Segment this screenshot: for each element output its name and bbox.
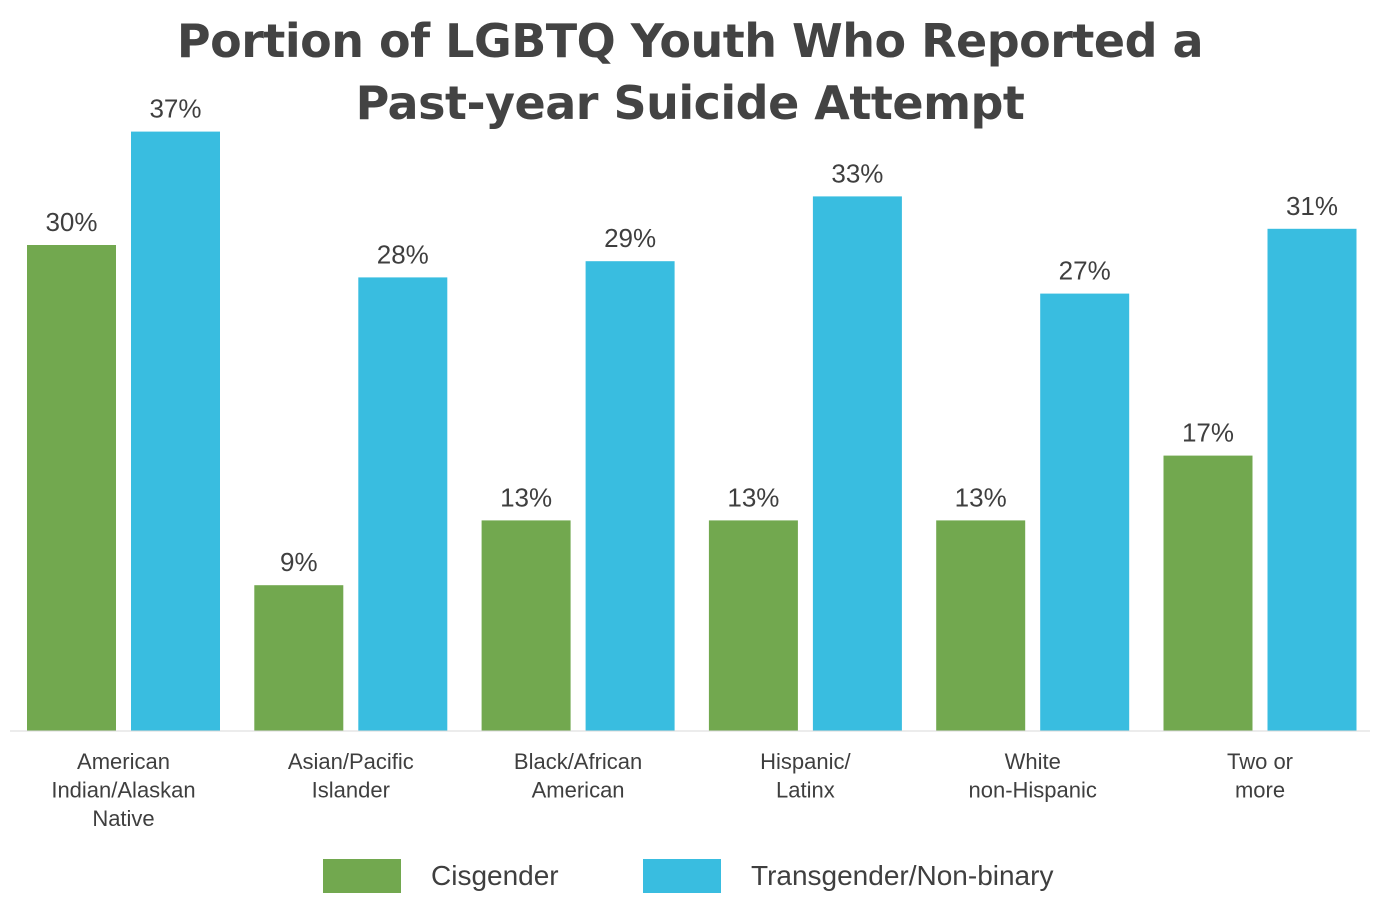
value-label-cisgender-hispanic-latinx: 13%	[727, 482, 779, 512]
value-label-cisgender-black-african-american: 13%	[500, 482, 552, 512]
value-label-transgender-non-binary-hispanic-latinx: 33%	[831, 158, 883, 188]
bar-transgender-non-binary-asian-pacific-islander	[358, 277, 448, 731]
value-label-cisgender-asian-pacific-islander: 9%	[280, 547, 318, 577]
category-label-line: Native	[92, 806, 154, 831]
value-label-cisgender-white-non-hispanic: 13%	[955, 482, 1007, 512]
value-labels-layer: 30% 37% 9% 28% 13% 29% 13% 33% 13% 27% 17% 31%	[45, 94, 1338, 578]
bar-transgender-non-binary-hispanic-latinx	[812, 196, 902, 731]
category-label-line: White	[1005, 749, 1061, 774]
category-label-line: Two or	[1227, 749, 1293, 774]
bar-cisgender-hispanic-latinx	[708, 520, 798, 731]
value-label-transgender-non-binary-two-or-more: 31%	[1286, 191, 1338, 221]
legend-swatch-transgender	[643, 859, 721, 893]
category-label-american-indian-alaskan-native: American Indian/Alaskan Native	[51, 749, 195, 831]
legend-label-cisgender: Cisgender	[431, 860, 559, 891]
category-label-line: more	[1235, 778, 1285, 803]
category-label-two-or-more: Two or more	[1227, 749, 1293, 803]
value-label-cisgender-two-or-more: 17%	[1182, 418, 1234, 448]
value-label-transgender-non-binary-asian-pacific-islander: 28%	[377, 239, 429, 269]
category-label-line: Latinx	[776, 778, 835, 803]
value-label-transgender-non-binary-black-african-american: 29%	[604, 223, 656, 253]
category-label-line: Hispanic/	[760, 749, 851, 774]
category-label-black-african-american: Black/African American	[514, 749, 642, 803]
value-label-cisgender-american-indian-alaskan-native: 30%	[45, 207, 97, 237]
category-label-line: Islander	[312, 778, 390, 803]
legend-item-cisgender: Cisgender	[323, 858, 559, 894]
bar-transgender-non-binary-two-or-more	[1267, 228, 1357, 732]
bar-cisgender-white-non-hispanic	[936, 520, 1026, 731]
bar-cisgender-two-or-more	[1163, 455, 1253, 731]
bars-layer	[27, 131, 1357, 732]
category-label-line: non-Hispanic	[968, 778, 1096, 803]
bar-cisgender-asian-pacific-islander	[254, 585, 344, 731]
category-label-white-non-hispanic: White non-Hispanic	[968, 749, 1096, 803]
value-label-transgender-non-binary-white-non-hispanic: 27%	[1059, 256, 1111, 286]
category-label-line: American	[77, 749, 170, 774]
legend-item-transgender: Transgender/Non-binary	[643, 858, 1053, 894]
category-label-line: Indian/Alaskan	[51, 778, 195, 803]
value-label-transgender-non-binary-american-indian-alaskan-native: 37%	[149, 94, 201, 124]
chart-title: Portion of LGBTQ Youth Who Reported a Pa…	[0, 10, 1380, 134]
category-labels-layer: American Indian/Alaskan Native Asian/Pacifi…	[51, 749, 1293, 831]
category-label-asian-pacific-islander: Asian/Pacific Islander	[288, 749, 414, 803]
bar-cisgender-black-african-american	[481, 520, 571, 731]
category-label-line: Black/African	[514, 749, 642, 774]
category-label-line: American	[532, 778, 625, 803]
bar-transgender-non-binary-american-indian-alaskan-native	[131, 131, 220, 732]
legend-label-transgender: Transgender/Non-binary	[751, 860, 1054, 891]
chart-title-line-1: Portion of LGBTQ Youth Who Reported a	[176, 14, 1204, 68]
bar-transgender-non-binary-black-african-american	[585, 261, 675, 731]
bar-transgender-non-binary-white-non-hispanic	[1040, 293, 1130, 731]
category-label-line: Asian/Pacific	[288, 749, 414, 774]
chart-title-line-2: Past-year Suicide Attempt	[355, 76, 1025, 130]
legend: Cisgender Transgender/Non-binary	[0, 858, 1380, 898]
bar-cisgender-american-indian-alaskan-native	[27, 245, 116, 731]
legend-swatch-cisgender	[323, 859, 401, 893]
category-label-hispanic-latinx: Hispanic/Latinx	[760, 749, 851, 803]
